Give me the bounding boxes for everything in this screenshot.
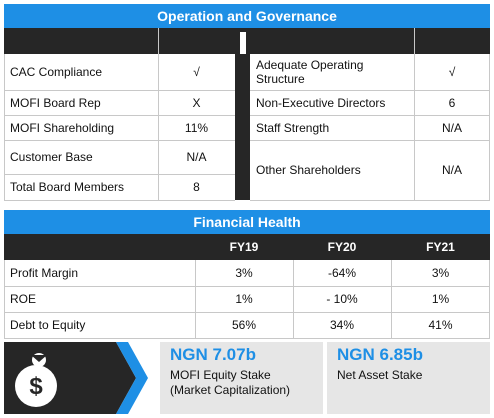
col-fy20: FY20 <box>327 240 357 254</box>
other-shareholders-value: N/A <box>441 163 462 177</box>
svg-text:$: $ <box>29 373 43 400</box>
customer-base-label: Customer Base <box>10 150 93 164</box>
col-fy21: FY21 <box>426 240 455 254</box>
staff-strength-value: N/A <box>441 120 462 135</box>
governance-header-left <box>4 28 235 54</box>
profit-margin-fy19: 3% <box>235 266 253 280</box>
governance-header-right <box>250 28 490 54</box>
money-bag-icon: $ <box>15 353 57 407</box>
net-asset-panel <box>327 342 490 414</box>
roe-fy20: - 10% <box>326 292 358 306</box>
customer-base-value: N/A <box>186 150 207 164</box>
debt-equity-fy19: 56% <box>231 318 257 332</box>
debt-equity-fy20: 34% <box>329 318 355 332</box>
equity-stake-panel <box>160 342 323 414</box>
equity-stake-label: MOFI Equity Stake <box>170 368 271 382</box>
governance-title: Operation and Governance <box>4 4 490 28</box>
net-asset-label: Net Asset Stake <box>337 368 423 382</box>
column-divider <box>235 28 250 200</box>
board-rep-value: X <box>192 95 201 110</box>
non-exec-directors-label: Non-Executive Directors <box>256 95 386 110</box>
divider-notch <box>240 32 246 54</box>
board-rep-label: MOFI Board Rep <box>10 95 101 110</box>
roe-label: ROE <box>10 292 37 306</box>
profit-margin-label: Profit Margin <box>10 266 79 280</box>
cac-compliance-value: √ <box>193 65 200 79</box>
non-exec-directors-value: 6 <box>448 95 456 110</box>
profit-margin-fy21: 3% <box>431 266 450 280</box>
debt-equity-label: Debt to Equity <box>10 318 86 332</box>
roe-fy21: 1% <box>431 292 450 306</box>
net-asset-amount: NGN 6.85b <box>337 345 423 364</box>
board-members-value: 8 <box>193 180 200 194</box>
equity-stake-sub: (Market Capitalization) <box>170 383 291 397</box>
board-members-label: Total Board Members <box>10 180 125 194</box>
staff-strength-label: Staff Strength <box>256 120 330 135</box>
equity-stake-amount: NGN 7.07b <box>170 345 256 364</box>
col-fy19: FY19 <box>229 240 259 254</box>
other-shareholders-label: Other Shareholders <box>256 163 361 177</box>
operating-structure-label: Adequate Operating Structure <box>256 58 364 86</box>
profit-margin-fy20: -64% <box>327 266 356 280</box>
cac-compliance-label: CAC Compliance <box>10 65 103 79</box>
operating-structure-value: √ <box>448 65 456 79</box>
financial-header-bar <box>4 234 490 260</box>
shareholding-label: MOFI Shareholding <box>10 120 115 135</box>
stake-banner-graphic: $ <box>4 342 148 414</box>
roe-fy19: 1% <box>235 292 253 306</box>
chevron-right-icon <box>116 342 148 414</box>
financial-title: Financial Health <box>4 210 490 234</box>
debt-equity-fy21: 41% <box>428 318 453 332</box>
shareholding-value: 11% <box>184 120 209 135</box>
